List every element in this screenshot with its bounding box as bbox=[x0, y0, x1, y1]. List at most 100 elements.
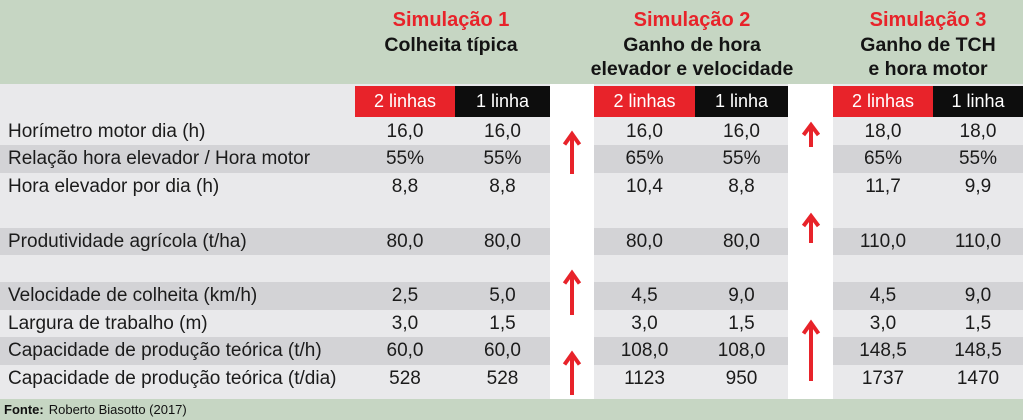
value-cell: 110,0 bbox=[933, 227, 1023, 255]
up-arrow-icon bbox=[562, 350, 582, 395]
value-cell: 9,0 bbox=[695, 282, 788, 310]
sim1-title: Simulação 1 bbox=[392, 9, 510, 31]
table-row: Velocidade de colheita (km/h) 2,5 5,0 4,… bbox=[0, 282, 1023, 310]
sim2-subtitle-line1: Ganho de hora bbox=[623, 34, 761, 56]
value-cell: 1470 bbox=[956, 367, 1000, 389]
table-row: Horímetro motor dia (h) 16,0 16,0 16,0 1… bbox=[0, 118, 1023, 146]
value-cell: 950 bbox=[725, 367, 758, 389]
sim2-header: Simulação 2 Ganho de hora elevador e vel… bbox=[580, 7, 804, 81]
value-cell: 4,5 bbox=[833, 282, 933, 310]
value-cell: 10,4 bbox=[626, 175, 663, 197]
value-cell: 2,5 bbox=[355, 282, 455, 310]
gap-column bbox=[550, 200, 594, 228]
value-cell: 11,7 bbox=[865, 175, 901, 197]
gap-column bbox=[788, 391, 833, 399]
value-cell: 3,0 bbox=[391, 312, 419, 334]
value-cell: 60,0 bbox=[355, 337, 455, 365]
value-cell: 1,5 bbox=[964, 312, 992, 334]
up-arrow-icon bbox=[801, 212, 821, 243]
value-cell: 55% bbox=[695, 145, 788, 173]
source-text: Roberto Biasotto (2017) bbox=[48, 402, 187, 417]
row-label: Horímetro motor dia (h) bbox=[8, 121, 206, 142]
table-row: Capacidade de produção teórica (t/h) 60,… bbox=[0, 337, 1023, 365]
up-arrow-icon bbox=[562, 130, 582, 174]
sim3-subtitle-line2: e hora motor bbox=[868, 58, 988, 80]
table-row: Produtividade agrícola (t/ha) 80,0 80,0 … bbox=[0, 227, 1023, 255]
table-row: Hora elevador por dia (h) 8,8 8,8 10,4 8… bbox=[0, 172, 1023, 201]
value-cell: 3,0 bbox=[869, 312, 897, 334]
table-row: Relação hora elevador / Hora motor 55% 5… bbox=[0, 145, 1023, 173]
value-cell: 9,9 bbox=[964, 175, 992, 197]
value-cell: 4,5 bbox=[594, 282, 695, 310]
spacer-strip bbox=[0, 391, 1023, 399]
value-cell: 18,0 bbox=[864, 121, 902, 142]
value-cell: 55% bbox=[455, 145, 550, 173]
gap-column bbox=[550, 391, 594, 399]
sim3-col-1linha: 1 linha bbox=[933, 86, 1023, 117]
sim2-subtitle-line2: elevador e velocidade bbox=[590, 58, 794, 80]
sim3-subtitle-line1: Ganho de TCH bbox=[860, 34, 996, 56]
gap-column bbox=[788, 145, 833, 173]
row-label: Largura de trabalho (m) bbox=[8, 312, 208, 334]
row-label: Capacidade de produção teórica (t/dia) bbox=[8, 367, 337, 389]
value-cell: 18,0 bbox=[959, 121, 997, 142]
value-cell: 528 bbox=[486, 367, 519, 389]
value-cell: 16,0 bbox=[626, 121, 663, 142]
sim3-title: Simulação 3 bbox=[869, 9, 987, 31]
sim1-col-1linha: 1 linha bbox=[455, 86, 550, 117]
value-cell: 108,0 bbox=[695, 337, 788, 365]
sim2-title: Simulação 2 bbox=[633, 9, 751, 31]
up-arrow-icon bbox=[801, 121, 821, 147]
table-row: Capacidade de produção teórica (t/dia) 5… bbox=[0, 364, 1023, 392]
gap-column bbox=[550, 172, 594, 201]
value-cell: 55% bbox=[355, 145, 455, 173]
sim1-header: Simulação 1 Colheita típica bbox=[345, 7, 557, 57]
gap-column bbox=[788, 84, 833, 118]
value-cell: 1,5 bbox=[728, 312, 755, 334]
value-cell: 80,0 bbox=[355, 227, 455, 255]
value-cell: 5,0 bbox=[455, 282, 550, 310]
up-arrow-icon bbox=[562, 269, 582, 315]
value-cell: 1123 bbox=[624, 367, 665, 389]
value-cell: 8,8 bbox=[489, 175, 516, 197]
value-cell: 148,5 bbox=[833, 337, 933, 365]
gap-column bbox=[788, 172, 833, 201]
gap-column bbox=[788, 282, 833, 310]
row-label: Velocidade de colheita (km/h) bbox=[0, 282, 355, 310]
spacer-row bbox=[0, 200, 1023, 228]
row-label: Produtividade agrícola (t/ha) bbox=[0, 227, 355, 255]
up-arrow-icon bbox=[801, 319, 821, 381]
value-cell: 8,8 bbox=[728, 175, 755, 197]
value-cell: 16,0 bbox=[723, 121, 760, 142]
value-cell: 80,0 bbox=[594, 227, 695, 255]
value-cell: 80,0 bbox=[455, 227, 550, 255]
value-cell: 3,0 bbox=[631, 312, 658, 334]
row-label: Relação hora elevador / Hora motor bbox=[0, 145, 355, 173]
value-cell: 65% bbox=[833, 145, 933, 173]
sim2-col-2linhas: 2 linhas bbox=[594, 86, 695, 117]
gap-column bbox=[550, 227, 594, 255]
value-cell: 16,0 bbox=[484, 121, 521, 142]
value-cell: 108,0 bbox=[594, 337, 695, 365]
value-cell: 1737 bbox=[861, 367, 905, 389]
column-header-row: 2 linhas 1 linha 2 linhas 1 linha 2 linh… bbox=[0, 84, 1023, 118]
value-cell: 528 bbox=[389, 367, 421, 389]
sim3-col-2linhas: 2 linhas bbox=[833, 86, 933, 117]
label-column-spacer bbox=[0, 84, 355, 118]
source-label: Fonte: bbox=[4, 402, 44, 417]
spacer-row bbox=[0, 254, 1023, 283]
sim1-subtitle-line1: Colheita típica bbox=[384, 34, 518, 56]
value-cell: 16,0 bbox=[386, 121, 424, 142]
source-footer: Fonte: Roberto Biasotto (2017) bbox=[0, 399, 1023, 420]
header-band: Simulação 1 Colheita típica Simulação 2 … bbox=[0, 0, 1023, 84]
value-cell: 1,5 bbox=[489, 312, 516, 334]
gap-column bbox=[550, 84, 594, 118]
value-cell: 9,0 bbox=[933, 282, 1023, 310]
value-cell: 55% bbox=[933, 145, 1023, 173]
value-cell: 60,0 bbox=[455, 337, 550, 365]
table-row: Largura de trabalho (m) 3,0 1,5 3,0 1,5 … bbox=[0, 309, 1023, 338]
row-label: Capacidade de produção teórica (t/h) bbox=[0, 337, 355, 365]
value-cell: 65% bbox=[594, 145, 695, 173]
value-cell: 110,0 bbox=[833, 227, 933, 255]
